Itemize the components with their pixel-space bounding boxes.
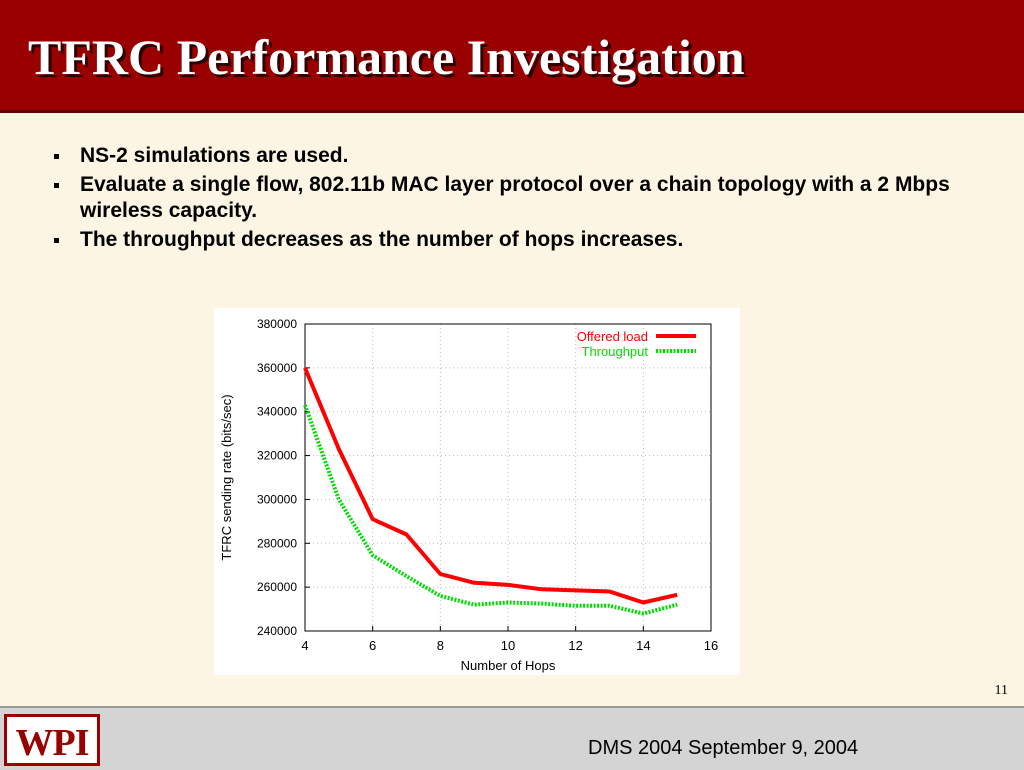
y-tick-label: 280000 (257, 536, 297, 550)
y-tick-label: 360000 (257, 361, 297, 375)
bullet-text: Evaluate a single flow, 802.11b MAC laye… (80, 173, 950, 222)
y-tick-label: 240000 (257, 624, 297, 638)
bullet-item: The throughput decreases as the number o… (52, 227, 982, 253)
y-tick-label: 340000 (257, 405, 297, 419)
footer: WPI DMS 2004 September 9, 2004 (0, 706, 1024, 770)
x-tick-label: 16 (704, 638, 718, 653)
y-tick-label: 320000 (257, 449, 297, 463)
legend-label: Throughput (582, 344, 649, 359)
slide-title: TFRC Performance Investigation (28, 29, 745, 85)
title-bar-divider (0, 110, 1024, 113)
chart-container: 4 6 8 10 12 14 16 240000 260000 280000 300000 32000… (214, 308, 740, 675)
x-axis-label: Number of Hops (461, 658, 556, 673)
x-tick-label: 10 (501, 638, 515, 653)
x-tick-label: 8 (437, 638, 444, 653)
bullet-list: NS-2 simulations are used. Evaluate a si… (52, 143, 982, 256)
bullet-item: NS-2 simulations are used. (52, 143, 982, 169)
x-tick-label: 14 (636, 638, 650, 653)
wpi-logo: WPI (4, 714, 100, 766)
bullet-marker-icon (54, 154, 59, 159)
x-tick-label: 4 (301, 638, 308, 653)
line-chart: 4 6 8 10 12 14 16 240000 260000 280000 300000 32000… (219, 317, 718, 673)
bullet-marker-icon (54, 238, 59, 243)
footer-text: DMS 2004 September 9, 2004 (588, 737, 859, 759)
y-axis-label: TFRC sending rate (bits/sec) (219, 394, 234, 560)
logo-text: WPI (15, 722, 90, 764)
x-tick-label: 6 (369, 638, 376, 653)
y-tick-label: 300000 (257, 492, 297, 506)
bullet-text: The throughput decreases as the number o… (80, 228, 684, 251)
y-tick-label: 260000 (257, 580, 297, 594)
y-tick-label: 380000 (257, 317, 297, 331)
bullet-marker-icon (54, 183, 59, 188)
page-number: 11 (994, 683, 1008, 698)
series-line-throughput (303, 404, 678, 616)
title-bar (0, 0, 1024, 110)
legend-label: Offered load (577, 329, 648, 344)
series-line-offered-load (303, 367, 678, 605)
bullet-item: Evaluate a single flow, 802.11b MAC laye… (52, 172, 982, 224)
x-tick-label: 12 (568, 638, 582, 653)
bullet-text: NS-2 simulations are used. (80, 144, 349, 167)
